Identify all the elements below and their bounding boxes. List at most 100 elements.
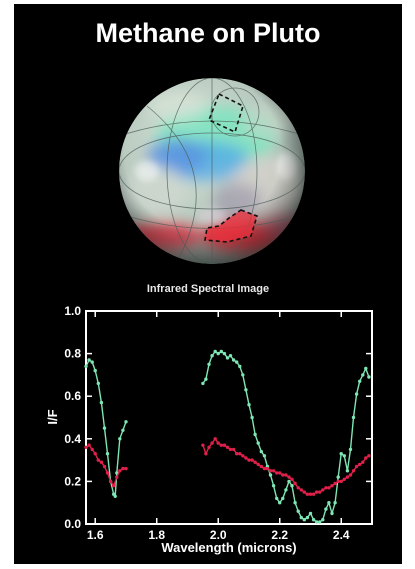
series-2-point [225, 445, 230, 449]
series-2-point [241, 454, 245, 458]
series-1-point [213, 349, 217, 354]
series-2-point [256, 462, 260, 467]
series-1-point [361, 373, 365, 377]
series-2-point [348, 473, 353, 477]
series-1-point [339, 452, 343, 456]
series-1-point [290, 484, 294, 488]
series-2-point [271, 469, 276, 473]
series-2-point [268, 469, 273, 473]
series-2-point [281, 473, 285, 477]
series-2-point [275, 471, 279, 475]
series-1-point [231, 358, 236, 362]
series-2-point [311, 492, 316, 496]
series-2-point [321, 488, 325, 492]
series-1-point [281, 496, 285, 501]
series-1-point [293, 501, 297, 505]
series-2-point [293, 481, 297, 486]
series-2-point [213, 437, 217, 441]
series-1-point [305, 515, 310, 520]
series-1-point [259, 449, 263, 454]
series-2-point [201, 443, 205, 447]
series-1-point [247, 403, 251, 407]
series-2-point [364, 456, 368, 460]
series-2-point [87, 443, 91, 447]
series-1-point [225, 356, 230, 360]
series-2-point [90, 447, 94, 452]
series-1-point [342, 454, 346, 458]
series-2-point [84, 445, 88, 449]
y-tick-label: 0.4 [64, 432, 81, 446]
series-2-point [108, 479, 113, 484]
plot-area [85, 310, 373, 525]
series-2-point [247, 458, 251, 462]
series-2-point [324, 486, 328, 490]
series-1-point [311, 518, 316, 522]
series-2-point [339, 479, 343, 484]
series-2-point [231, 447, 236, 452]
series-2-point [327, 486, 331, 490]
y-tick-label: 0.2 [64, 474, 81, 488]
figure-title: Methane on Pluto [95, 18, 321, 48]
x-axis-label: Wavelength (microns) [161, 540, 296, 555]
series-1-point [238, 364, 242, 369]
series-1-point [87, 358, 91, 362]
y-axis-label: I/F [45, 409, 60, 424]
series-1-point [271, 484, 276, 488]
series-layer [84, 349, 371, 524]
series-2-point [210, 441, 214, 445]
series-1-point [275, 496, 279, 501]
series-2-point [250, 458, 254, 462]
series-2-point [105, 471, 110, 475]
series-1-point [244, 388, 248, 392]
series-1-point [367, 375, 371, 379]
series-1-point [201, 381, 205, 386]
series-2-point [93, 452, 97, 456]
series-1-point [118, 437, 122, 441]
series-2-point [207, 445, 211, 449]
series-1-point [210, 354, 214, 358]
series-2-point [118, 469, 122, 473]
series-1-point [256, 441, 260, 445]
series-1-point [302, 518, 306, 522]
series-1-point [204, 377, 208, 381]
series-1-point [336, 475, 340, 479]
x-tick-label: 2.4 [333, 528, 350, 542]
series-1-point [333, 501, 337, 505]
series-1-point [268, 473, 273, 477]
series-1-point [222, 351, 227, 356]
series-2-point [99, 460, 104, 464]
x-tick-label: 2.0 [210, 528, 227, 542]
series-1-point [93, 368, 97, 373]
series-1-point [324, 507, 328, 511]
series-1-point [262, 454, 267, 458]
series-2-point [354, 464, 359, 469]
spectrum-plot: 1.6 1.8 2.0 2.2 2.4 0.0 0.2 0.4 0.6 0.8 1.0 Wavele… [45, 304, 373, 555]
figure-panel: Methane on Pluto [14, 4, 402, 564]
series-2-point [318, 490, 322, 494]
series-2-point [96, 458, 101, 462]
series-1-point [235, 360, 239, 364]
series-2-point [358, 462, 362, 467]
series-1-point [351, 415, 356, 420]
series-1-point [308, 511, 313, 516]
series-2-point [121, 466, 125, 471]
series-1-point [296, 509, 300, 513]
series-2-point [345, 475, 350, 479]
series-1-point [96, 381, 101, 386]
series-1-point [327, 501, 331, 505]
series-2-point [305, 492, 310, 496]
series-2-point [314, 490, 319, 494]
series-1-point [278, 501, 282, 505]
series-2-point [216, 441, 220, 445]
series-2-point [112, 484, 116, 488]
series-2-point [336, 479, 340, 484]
series-2-point [222, 443, 227, 447]
series-1-point [90, 360, 94, 364]
series-2-point [284, 473, 288, 477]
y-tick-label: 0.8 [64, 347, 81, 361]
series-2-point [228, 447, 233, 452]
x-tick-label: 1.6 [87, 528, 104, 542]
series-1-point [358, 379, 362, 383]
series-2-point [259, 464, 263, 469]
series-2-point [290, 477, 294, 481]
